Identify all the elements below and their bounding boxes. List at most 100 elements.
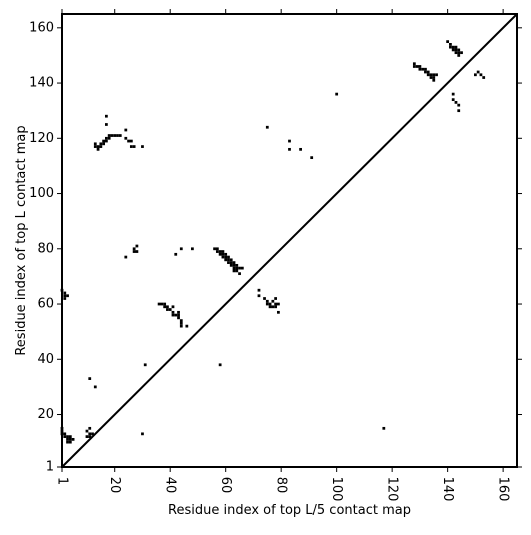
contact-point-upper	[432, 76, 436, 79]
contact-point-lower	[235, 263, 239, 267]
contact-point-lower	[238, 272, 241, 276]
contact-point-lower	[168, 308, 172, 311]
contact-point-upper	[288, 139, 291, 143]
contact-point-lower	[271, 305, 275, 309]
contact-point-upper	[412, 65, 416, 68]
contact-point-upper	[432, 78, 436, 82]
contact-point-upper	[432, 73, 436, 77]
contact-point-lower	[179, 319, 183, 322]
contact-point-lower	[221, 255, 225, 259]
contact-point-lower	[227, 255, 230, 259]
contact-point-lower	[132, 247, 136, 251]
contact-point-lower	[232, 269, 236, 273]
contact-point-lower	[66, 435, 69, 438]
contact-point-lower	[218, 252, 222, 256]
contact-point-lower	[215, 247, 219, 251]
x-tick-label: 1	[55, 477, 70, 485]
contact-point-lower	[229, 258, 233, 262]
contact-point-lower	[141, 145, 144, 148]
contact-point-upper	[421, 67, 425, 71]
contact-point-lower	[68, 435, 72, 438]
contact-point-upper	[457, 51, 461, 55]
contact-point-lower	[63, 432, 67, 436]
contact-point-lower	[179, 324, 183, 328]
contact-point-lower	[66, 438, 69, 441]
contact-point-upper	[424, 70, 427, 74]
contact-point-lower	[105, 114, 108, 118]
contact-point-lower	[177, 310, 180, 314]
x-axis-label: Residue index of top L/5 contact map	[168, 503, 411, 518]
contact-point-lower	[157, 302, 161, 306]
contact-point-upper	[457, 48, 461, 52]
contact-point-lower	[124, 136, 128, 140]
contact-point-lower	[227, 261, 230, 264]
contact-point-lower	[235, 269, 239, 273]
contact-point-lower	[171, 313, 175, 317]
diagonal-line	[61, 13, 518, 468]
contact-point-lower	[174, 252, 178, 256]
contact-point-lower	[263, 297, 266, 300]
contact-point-lower	[232, 261, 236, 264]
contact-point-lower	[96, 147, 100, 151]
contact-point-lower	[93, 142, 97, 146]
y-tick-label: 100	[29, 186, 54, 201]
contact-point-lower	[63, 297, 67, 300]
contact-point-lower	[88, 377, 92, 380]
y-tick-label: 80	[37, 241, 54, 256]
contact-point-upper	[479, 73, 483, 77]
contact-point-lower	[232, 263, 236, 267]
contact-point-lower	[277, 302, 280, 306]
y-tick-label: 60	[37, 297, 54, 312]
contact-point-lower	[127, 139, 130, 143]
contact-point-upper	[476, 70, 480, 74]
contact-point-upper	[418, 67, 422, 71]
contact-point-lower	[227, 258, 230, 262]
plot-frame	[61, 13, 518, 468]
contact-point-lower	[88, 432, 92, 436]
y-tick-label: 140	[29, 76, 54, 91]
contact-point-lower	[102, 139, 105, 143]
contact-point-upper	[412, 62, 416, 66]
contact-point-upper	[418, 65, 422, 68]
contact-point-lower	[93, 385, 97, 389]
contact-point-upper	[457, 109, 461, 113]
contact-point-upper	[451, 48, 455, 52]
contact-point-lower	[63, 291, 67, 295]
contact-point-lower	[132, 250, 136, 253]
y-tick-label: 40	[37, 352, 54, 367]
contact-point-lower	[135, 244, 139, 248]
contact-point-upper	[454, 45, 458, 49]
contact-point-lower	[96, 145, 100, 148]
contact-point-upper	[424, 67, 427, 71]
contact-point-upper	[460, 51, 463, 55]
contact-point-lower	[271, 299, 275, 303]
contact-point-lower	[257, 288, 261, 292]
contact-point-lower	[179, 247, 183, 251]
contact-point-lower	[88, 426, 92, 430]
contact-point-lower	[235, 266, 239, 270]
x-tick-label: 80	[274, 477, 289, 494]
contact-point-lower	[88, 435, 92, 438]
contact-point-lower	[221, 252, 225, 256]
x-tick-label: 60	[218, 477, 233, 494]
points-layer	[60, 40, 486, 444]
contact-point-lower	[277, 310, 280, 314]
contact-point-lower	[274, 305, 278, 309]
contact-point-lower	[238, 266, 241, 270]
contact-point-lower	[99, 145, 103, 148]
contact-point-upper	[335, 92, 339, 96]
contact-point-upper	[482, 76, 486, 79]
contact-point-upper	[446, 40, 450, 43]
contact-point-upper	[457, 54, 461, 57]
contact-point-lower	[135, 250, 139, 253]
contact-point-lower	[105, 136, 108, 140]
contact-point-lower	[240, 266, 244, 270]
contact-point-lower	[141, 432, 144, 436]
contact-point-lower	[118, 134, 122, 137]
contact-point-lower	[124, 255, 128, 259]
contact-point-upper	[454, 51, 458, 55]
contact-point-upper	[451, 92, 455, 96]
contact-point-lower	[274, 297, 278, 300]
x-tick-label: 140	[440, 477, 455, 502]
